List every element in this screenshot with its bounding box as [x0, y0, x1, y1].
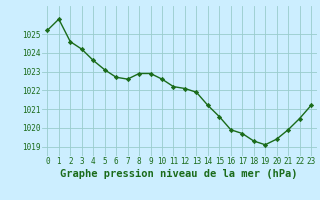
X-axis label: Graphe pression niveau de la mer (hPa): Graphe pression niveau de la mer (hPa): [60, 169, 298, 179]
